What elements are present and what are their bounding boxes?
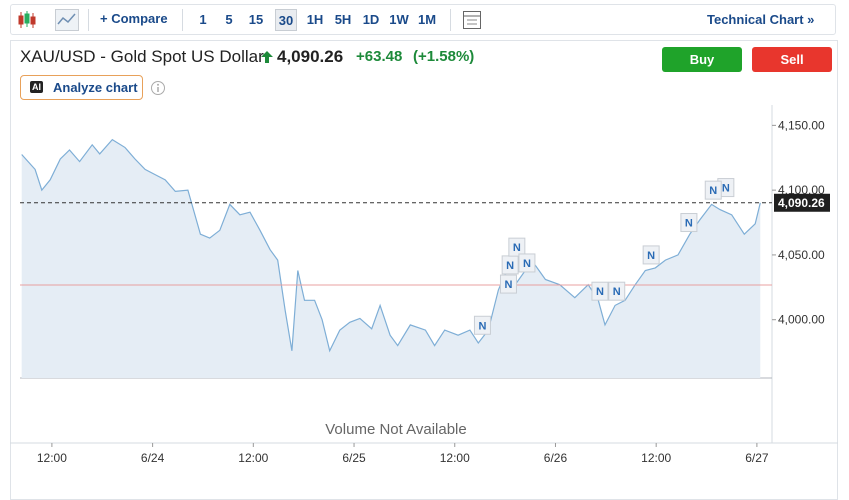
news-marker-box bbox=[591, 281, 609, 301]
interval-button[interactable]: 1M bbox=[417, 12, 437, 27]
news-marker-box bbox=[473, 315, 491, 335]
news-marker-label: N bbox=[506, 260, 514, 272]
x-tick-label: 6/25 bbox=[342, 451, 366, 465]
technical-chart-link[interactable]: Technical Chart » bbox=[707, 12, 815, 27]
area-fill bbox=[21, 139, 761, 378]
news-marker-box bbox=[642, 245, 660, 265]
current-price-box bbox=[774, 193, 830, 212]
compare-label: Compare bbox=[111, 11, 168, 26]
news-marker-label: N bbox=[504, 279, 512, 291]
news-marker[interactable]: N bbox=[591, 281, 609, 301]
news-marker[interactable]: N bbox=[508, 237, 526, 257]
interval-button[interactable]: 1H bbox=[306, 12, 324, 27]
y-tick-label: 4,050.00 bbox=[778, 248, 825, 262]
separator bbox=[450, 9, 451, 31]
interval-button[interactable]: 15 bbox=[248, 12, 264, 27]
chart: Investing.com4,000.004,050.004,100.004,1… bbox=[10, 105, 838, 465]
buy-button[interactable]: Buy bbox=[662, 47, 742, 72]
news-marker-box bbox=[518, 253, 536, 273]
current-price-label: 4,090.26 bbox=[778, 196, 825, 210]
news-marker-box bbox=[704, 180, 722, 200]
interval-button[interactable]: 1D bbox=[362, 12, 380, 27]
news-marker[interactable]: N bbox=[518, 253, 536, 273]
interval-button[interactable]: 1 bbox=[199, 12, 207, 27]
x-tick-label: 6/24 bbox=[141, 451, 165, 465]
x-tick-label: 12:00 bbox=[238, 451, 268, 465]
x-tick-label: 12:00 bbox=[37, 451, 67, 465]
y-tick-label: 4,100.00 bbox=[778, 183, 825, 197]
price-change: +63.48 bbox=[356, 48, 403, 65]
news-marker-label: N bbox=[613, 286, 621, 298]
news-marker-box bbox=[499, 274, 517, 294]
news-marker-label: N bbox=[685, 218, 693, 230]
up-arrow bbox=[261, 51, 273, 63]
table-icon[interactable] bbox=[462, 10, 482, 30]
interval-button[interactable]: 1W bbox=[389, 12, 409, 27]
area-icon[interactable] bbox=[55, 9, 79, 31]
news-marker-label: N bbox=[596, 286, 604, 298]
ai-badge: AI bbox=[30, 81, 43, 93]
news-marker-label: N bbox=[709, 185, 717, 197]
news-marker[interactable]: N bbox=[499, 274, 517, 294]
news-marker[interactable]: N bbox=[704, 180, 722, 200]
price-change-pct: (+1.58%) bbox=[413, 48, 475, 65]
y-tick-label: 4,000.00 bbox=[778, 313, 825, 327]
news-marker-label: N bbox=[722, 183, 730, 195]
x-tick-label: 6/26 bbox=[544, 451, 568, 465]
sell-button[interactable]: Sell bbox=[752, 47, 832, 72]
news-marker-label: N bbox=[647, 250, 655, 262]
news-marker-label: N bbox=[513, 242, 521, 254]
info-icon[interactable] bbox=[150, 80, 166, 96]
interval-button[interactable]: 5 bbox=[225, 12, 233, 27]
compare-button[interactable]: + Compare bbox=[100, 11, 168, 26]
news-marker-box bbox=[508, 237, 526, 257]
interval-button[interactable]: 5H bbox=[334, 12, 352, 27]
candle-icon[interactable] bbox=[16, 9, 38, 31]
price-line bbox=[21, 138, 761, 353]
news-marker[interactable]: N bbox=[608, 281, 626, 301]
separator bbox=[88, 9, 89, 31]
instrument-title: XAU/USD - Gold Spot US Dollar bbox=[20, 47, 264, 66]
volume-note: Volume Not Available bbox=[325, 421, 466, 438]
news-marker[interactable]: N bbox=[680, 213, 698, 233]
page: { "toolbar": {"compare": "Compare", "int… bbox=[10, 4, 838, 500]
y-tick-label: 4,150.00 bbox=[778, 118, 825, 132]
toolbar bbox=[10, 4, 836, 35]
last-price: 4,090.26 bbox=[277, 47, 344, 66]
news-marker-box bbox=[680, 213, 698, 233]
x-tick-label: 12:00 bbox=[440, 451, 470, 465]
interval-button[interactable]: 30 bbox=[275, 9, 297, 31]
x-tick-label: 6/27 bbox=[745, 451, 769, 465]
separator bbox=[182, 9, 183, 31]
analyze-button[interactable]: AI Analyze chart bbox=[20, 75, 143, 100]
news-marker[interactable]: N bbox=[642, 245, 660, 265]
news-marker-box bbox=[608, 281, 626, 301]
news-marker[interactable]: N bbox=[473, 315, 491, 335]
news-marker[interactable]: N bbox=[501, 255, 519, 275]
news-marker-label: N bbox=[478, 320, 486, 332]
x-tick-label: 12:00 bbox=[641, 451, 671, 465]
analyze-label: Analyze chart bbox=[53, 80, 138, 95]
news-marker-label: N bbox=[523, 258, 531, 270]
